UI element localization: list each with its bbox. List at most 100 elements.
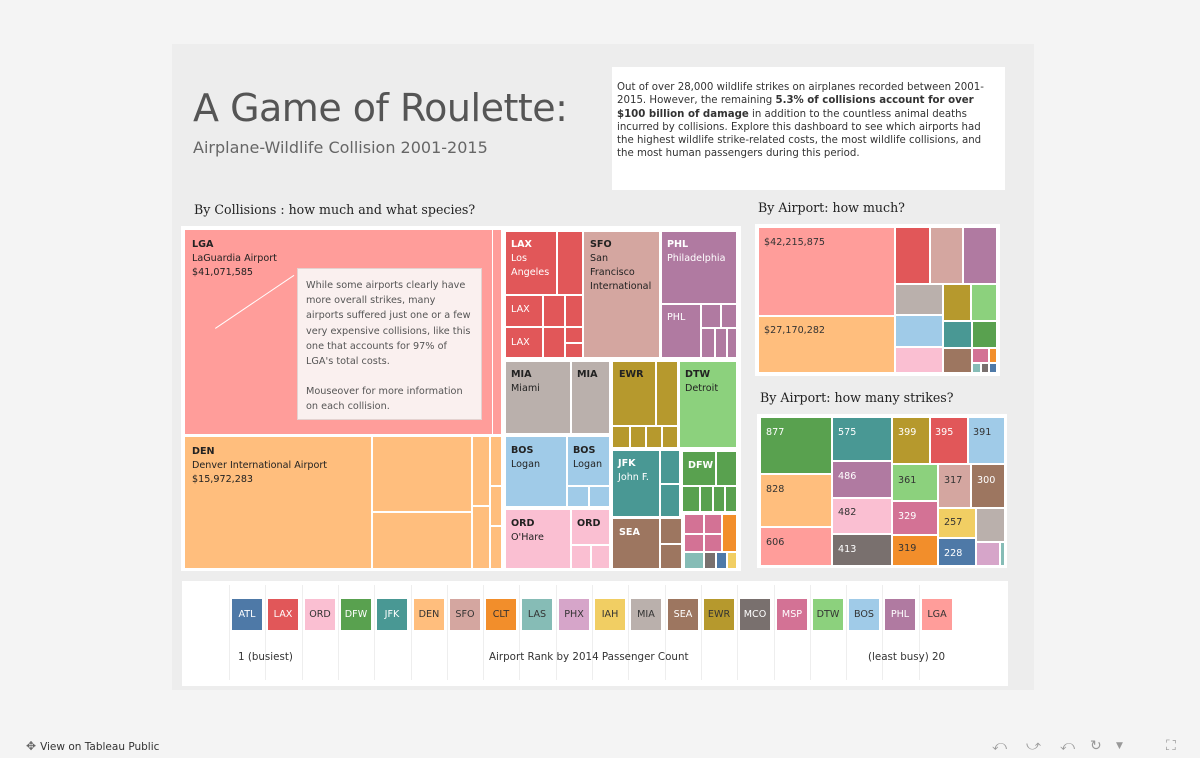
treemap-tile-lax[interactable] — [505, 231, 557, 295]
refresh-icon[interactable]: ↻ — [1090, 738, 1102, 754]
strikes-tile-lax[interactable] — [930, 417, 968, 464]
legend-chip-lax[interactable]: LAX — [268, 599, 298, 630]
strikes-tile-atl[interactable] — [938, 538, 976, 566]
treemap-subtile[interactable] — [490, 526, 502, 569]
legend-chip-jfk[interactable]: JFK — [377, 599, 407, 630]
treemap-subtile[interactable] — [557, 231, 583, 295]
treemap-subtile[interactable] — [660, 450, 680, 484]
cost-tile-dtw[interactable] — [971, 284, 997, 321]
treemap-subtile[interactable] — [701, 328, 715, 358]
treemap-tile-ord[interactable] — [505, 509, 571, 569]
undo-icon[interactable]: ⤺ — [992, 738, 1007, 754]
strikes-tile-lga[interactable] — [760, 527, 832, 566]
treemap-subtile[interactable] — [565, 343, 583, 358]
treemap-tile-ewr[interactable] — [612, 361, 656, 426]
treemap-subtile[interactable] — [565, 327, 583, 343]
treemap-subtile[interactable] — [660, 484, 680, 517]
treemap-subtile[interactable] — [567, 486, 589, 507]
treemap-subtile[interactable] — [716, 451, 737, 486]
treemap-subtile[interactable] — [571, 545, 591, 569]
treemap-subtile[interactable] — [656, 361, 678, 426]
treemap-tile-msp[interactable] — [684, 514, 704, 534]
legend-chip-dfw[interactable]: DFW — [341, 599, 371, 630]
strikes-tile-ewr[interactable] — [892, 417, 930, 464]
treemap-tile-iah[interactable] — [727, 552, 737, 569]
legend-chip-phl[interactable]: PHL — [885, 599, 915, 630]
cost-tile-mco[interactable] — [981, 363, 989, 373]
treemap-tile-mco[interactable] — [704, 552, 716, 569]
strikes-tile-mco[interactable] — [832, 534, 892, 566]
cost-tile-phl[interactable] — [963, 227, 997, 284]
strikes-tile-iah[interactable] — [938, 508, 976, 538]
treemap-tile-atl[interactable] — [716, 552, 727, 569]
cost-tile-lax[interactable] — [895, 227, 930, 284]
treemap-subtile[interactable] — [630, 426, 646, 448]
treemap-subtile[interactable] — [721, 304, 737, 328]
cost-tile-ord[interactable] — [895, 347, 943, 373]
cost-tile-sea[interactable] — [943, 348, 972, 373]
treemap-subtile[interactable] — [372, 512, 472, 569]
treemap-subtile[interactable] — [589, 486, 610, 507]
treemap-subtile[interactable] — [571, 361, 610, 434]
legend-chip-ewr[interactable]: EWR — [704, 599, 734, 630]
cost-tile-dfw[interactable] — [972, 321, 997, 348]
cost-tile-bos[interactable] — [895, 315, 943, 347]
cost-tile-clt[interactable] — [989, 348, 997, 363]
cost-tile-jfk[interactable] — [943, 321, 972, 348]
treemap-subtile[interactable] — [715, 328, 727, 358]
legend-chip-bos[interactable]: BOS — [849, 599, 879, 630]
cost-tile-las[interactable] — [972, 363, 981, 373]
legend-chip-clt[interactable]: CLT — [486, 599, 516, 630]
treemap-subtile[interactable] — [660, 518, 682, 544]
cost-tile-den[interactable] — [758, 316, 895, 373]
legend-chip-atl[interactable]: ATL — [232, 599, 262, 630]
legend-chip-las[interactable]: LAS — [522, 599, 552, 630]
treemap-subtile[interactable] — [612, 426, 630, 448]
treemap-tile-sea[interactable] — [612, 518, 660, 569]
legend-chip-mia[interactable]: MIA — [631, 599, 661, 630]
legend-chip-msp[interactable]: MSP — [777, 599, 807, 630]
strikes-tile-msp[interactable] — [892, 501, 938, 535]
strikes-tile-phx[interactable] — [976, 542, 1000, 566]
treemap-subtile[interactable] — [704, 534, 722, 552]
cost-tile-lga[interactable] — [758, 227, 895, 316]
legend-chip-den[interactable]: DEN — [414, 599, 444, 630]
treemap-subtile[interactable] — [727, 328, 737, 358]
cost-tile-ewr[interactable] — [943, 284, 971, 321]
legend-chip-phx[interactable]: PHX — [559, 599, 589, 630]
strikes-tile-dtw[interactable] — [892, 464, 938, 501]
fullscreen-icon[interactable]: ⛶ — [1166, 738, 1176, 754]
legend-chip-sea[interactable]: SEA — [668, 599, 698, 630]
revert-icon[interactable]: ⤺ — [1060, 738, 1075, 754]
treemap-subtile[interactable] — [372, 436, 472, 512]
strikes-tile-phl[interactable] — [832, 461, 892, 498]
treemap-subtile[interactable] — [682, 486, 700, 512]
strikes-tile-mia[interactable] — [976, 508, 1005, 542]
strikes-tile-sea[interactable] — [971, 464, 1005, 508]
strikes-tile-den[interactable] — [760, 474, 832, 527]
treemap-tile-bos[interactable] — [505, 436, 567, 507]
treemap-subtile[interactable] — [725, 486, 737, 512]
treemap-tile-sfo[interactable] — [583, 231, 660, 358]
strikes-tile-sfo[interactable] — [938, 464, 971, 508]
treemap-subtile[interactable] — [567, 436, 610, 486]
strikes-tile-dfw[interactable] — [760, 417, 832, 474]
cost-tile-atl[interactable] — [989, 363, 997, 373]
treemap-subtile[interactable] — [713, 486, 725, 512]
treemap-subtile[interactable] — [543, 295, 565, 327]
treemap-subtile[interactable] — [571, 509, 610, 545]
strikes-tile-ord[interactable] — [832, 498, 892, 534]
redo-icon[interactable]: ⤻ — [1026, 738, 1041, 754]
treemap-tile-las[interactable] — [684, 552, 704, 569]
treemap-subtile[interactable] — [490, 486, 502, 526]
legend-chip-sfo[interactable]: SFO — [450, 599, 480, 630]
treemap-subtile[interactable] — [701, 304, 721, 328]
treemap-subtile[interactable] — [543, 327, 565, 358]
treemap-subtile[interactable] — [662, 426, 678, 448]
strikes-tile-las[interactable] — [1000, 542, 1005, 566]
chevron-down-icon[interactable]: ▼ — [1116, 741, 1123, 751]
treemap-subtile[interactable] — [492, 229, 502, 435]
treemap-tile-jfk[interactable] — [612, 450, 660, 517]
treemap-subtile[interactable] — [700, 486, 713, 512]
treemap-tile-clt[interactable] — [722, 514, 737, 552]
